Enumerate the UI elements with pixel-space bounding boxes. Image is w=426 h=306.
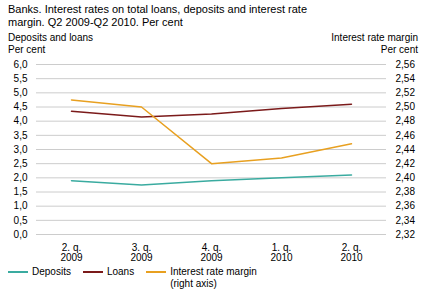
html-text:Interest rate margin (right ax: Interest rate margin (right axis)	[170, 266, 257, 289]
svg-text:2,38: 2,38	[396, 186, 416, 197]
html-text:Banks. Interest rates on total: Banks. Interest rates on total loans, de…	[8, 3, 307, 28]
svg-text:2,0: 2,0	[14, 172, 28, 183]
svg-text:1,5: 1,5	[14, 186, 28, 197]
svg-text:2,42: 2,42	[396, 158, 416, 169]
svg-text:2,36: 2,36	[396, 200, 416, 211]
svg-text:2,48: 2,48	[396, 115, 416, 126]
svg-text:6,0: 6,0	[14, 59, 28, 70]
svg-text:0,5: 0,5	[14, 215, 28, 226]
svg-text:2. q.2009: 2. q.2009	[60, 242, 83, 263]
svg-text:2,54: 2,54	[396, 73, 416, 84]
svg-text:2,46: 2,46	[396, 130, 416, 141]
svg-text:2,50: 2,50	[396, 101, 416, 112]
svg-text:3. q.2009: 3. q.2009	[130, 242, 153, 263]
svg-text:5,5: 5,5	[14, 73, 28, 84]
svg-text:2,44: 2,44	[396, 144, 416, 155]
svg-text:2,52: 2,52	[396, 87, 416, 98]
svg-text:1. q.2010: 1. q.2010	[270, 242, 293, 263]
svg-text:4. q.2009: 4. q.2009	[200, 242, 223, 263]
svg-text:4,5: 4,5	[14, 101, 28, 112]
svg-text:2. q.2010: 2. q.2010	[340, 242, 363, 263]
svg-text:2,5: 2,5	[14, 158, 28, 169]
svg-text:4,0: 4,0	[14, 115, 28, 126]
svg-text:2,34: 2,34	[396, 215, 416, 226]
svg-text:2,40: 2,40	[396, 172, 416, 183]
svg-text:1,0: 1,0	[14, 200, 28, 211]
svg-text:5,0: 5,0	[14, 87, 28, 98]
svg-text:2,32: 2,32	[396, 229, 416, 240]
svg-text:3,5: 3,5	[14, 130, 28, 141]
svg-text:3,0: 3,0	[14, 144, 28, 155]
html-text:Deposits: Deposits	[32, 266, 71, 277]
svg-text:0,0: 0,0	[14, 229, 28, 240]
html-text:Interest rate margin Per cent: Interest rate margin Per cent	[331, 32, 418, 55]
html-text:Deposits and loans Per cent: Deposits and loans Per cent	[8, 32, 94, 55]
svg-text:2,56: 2,56	[396, 59, 416, 70]
html-text:Loans: Loans	[106, 266, 135, 277]
